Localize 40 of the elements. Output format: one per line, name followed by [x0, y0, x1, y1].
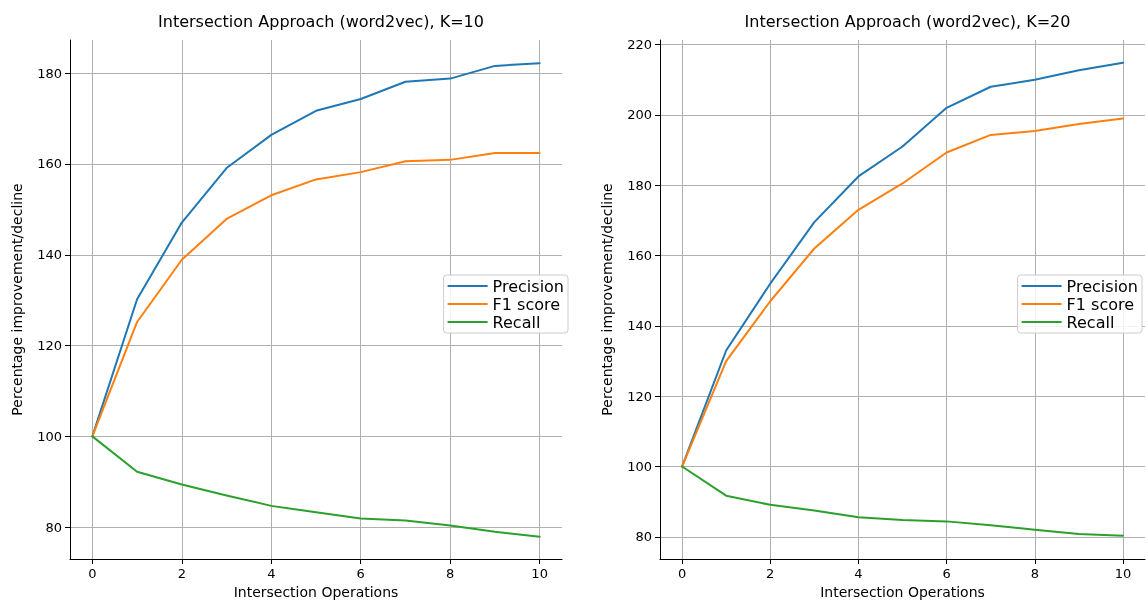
x-tick-label: 10 [531, 566, 548, 581]
y-tick-label: 180 [627, 177, 652, 193]
y-tick-label: 180 [37, 65, 62, 81]
line-series [681, 465, 1124, 537]
y-tick-label: 200 [627, 107, 652, 123]
y-tick-label: 100 [37, 428, 62, 444]
legend-label: Precision [492, 276, 564, 296]
y-axis-title: Percentage improvement/decline [9, 183, 25, 416]
chart-title: Intersection Approach (word2vec), K=10 [158, 11, 484, 31]
x-tick-label: 4 [267, 566, 276, 581]
y-tick-label: 80 [635, 529, 652, 545]
y-tick-label: 140 [627, 318, 652, 334]
y-tick-label: 220 [627, 37, 652, 53]
y-tick-label: 80 [45, 519, 62, 535]
x-tick-label: 6 [942, 566, 951, 581]
x-axis-title: Intersection Operations [233, 583, 399, 600]
x-tick-label: 0 [88, 566, 97, 581]
x-axis-title: Intersection Operations [820, 583, 985, 600]
legend-label: Precision [1066, 276, 1138, 296]
chart-title: Intersection Approach (word2vec), K=20 [744, 11, 1071, 31]
x-tick-label: 2 [177, 566, 186, 581]
y-tick-label: 120 [37, 338, 62, 354]
legend-label: F1 score [1066, 294, 1135, 314]
y-tick-label: 160 [627, 248, 652, 264]
y-tick-label: 140 [37, 247, 62, 263]
line-series [91, 435, 541, 538]
legend-label: F1 score [492, 294, 561, 314]
y-tick-label: 120 [627, 388, 652, 404]
legend-label: Recall [1066, 312, 1115, 332]
x-tick-label: 0 [677, 566, 687, 581]
x-tick-label: 8 [1030, 566, 1039, 581]
y-axis-title: Percentage improvement/decline [599, 183, 615, 416]
x-tick-label: 6 [356, 566, 365, 581]
x-tick-label: 2 [766, 566, 775, 581]
legend-label: Recall [492, 312, 541, 332]
x-tick-label: 8 [446, 566, 455, 581]
y-tick-label: 100 [627, 459, 652, 475]
x-tick-label: 10 [1114, 566, 1132, 581]
x-tick-label: 4 [854, 566, 863, 581]
y-tick-label: 160 [37, 156, 62, 172]
